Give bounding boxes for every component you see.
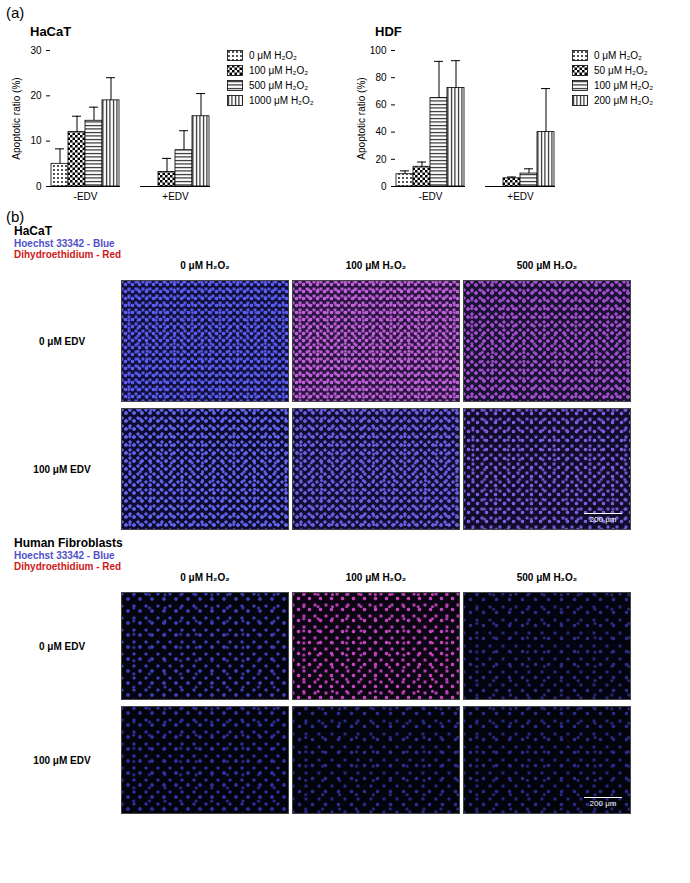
- html-text:0 μM H₂O₂: 0 μM H₂O₂: [180, 572, 230, 583]
- html-text:1000 μM H₂O₂: 1000 μM H₂O₂: [249, 95, 314, 106]
- html-text:100 μM H₂O₂: 100 μM H₂O₂: [249, 65, 309, 76]
- html-text:HDF: HDF: [375, 24, 402, 39]
- svg-text:20: 20: [375, 154, 387, 165]
- html-text:HaCaT: HaCaT: [30, 24, 72, 39]
- html-text:Human Fibroblasts: Human Fibroblasts: [14, 536, 123, 550]
- html-text:500 μM H₂O₂: 500 μM H₂O₂: [516, 572, 578, 583]
- svg-text:0: 0: [36, 181, 42, 192]
- html-text:100 μM H₂O₂: 100 μM H₂O₂: [345, 572, 407, 583]
- html-text:Dihydroethidium - Red: Dihydroethidium - Red: [14, 249, 122, 260]
- svg-text:100: 100: [370, 45, 387, 56]
- svg-text:+EDV: +EDV: [162, 191, 189, 202]
- html-text:100 μM H₂O₂: 100 μM H₂O₂: [594, 80, 654, 91]
- html-text:Hoechst 33342 - Blue: Hoechst 33342 - Blue: [14, 550, 115, 561]
- html-text:200 μm: 200 μm: [589, 799, 617, 808]
- svg-text:0: 0: [381, 181, 387, 192]
- html-text:100 μM H₂O₂: 100 μM H₂O₂: [345, 260, 407, 271]
- html-text:200 μM H₂O₂: 200 μM H₂O₂: [594, 95, 654, 106]
- svg-text:-EDV: -EDV: [419, 191, 443, 202]
- svg-text:10: 10: [30, 135, 42, 146]
- svg-text:Apoptotic ratio (%): Apoptotic ratio (%): [11, 77, 22, 159]
- html-text:0 μM EDV: 0 μM EDV: [38, 640, 86, 652]
- html-text:Dihydroethidium - Red: Dihydroethidium - Red: [14, 561, 122, 572]
- html-text:0 μM H₂O₂: 0 μM H₂O₂: [594, 50, 642, 61]
- html-text:100 μM EDV: 100 μM EDV: [33, 754, 91, 766]
- html-text:50 μM H₂O₂: 50 μM H₂O₂: [594, 65, 648, 76]
- html-text:HaCaT: HaCaT: [14, 224, 52, 238]
- html-text:500 μM H₂O₂: 500 μM H₂O₂: [516, 260, 578, 271]
- svg-text:30: 30: [30, 45, 42, 56]
- html-text:(a): (a): [6, 4, 25, 21]
- html-text:500 μM H₂O₂: 500 μM H₂O₂: [249, 80, 309, 91]
- svg-text:60: 60: [375, 99, 387, 110]
- svg-text:-EDV: -EDV: [74, 191, 98, 202]
- html-text:0 μM EDV: 0 μM EDV: [38, 335, 86, 347]
- svg-text:40: 40: [375, 126, 387, 137]
- html-text:0 μM H₂O₂: 0 μM H₂O₂: [249, 50, 297, 61]
- svg-text:80: 80: [375, 72, 387, 83]
- html-text:Hoechst 33342 - Blue: Hoechst 33342 - Blue: [14, 238, 115, 249]
- html-text:200 μm: 200 μm: [589, 515, 617, 524]
- html-text:(b): (b): [6, 208, 25, 225]
- html-text:0 μM H₂O₂: 0 μM H₂O₂: [180, 260, 230, 271]
- html-text:100 μM EDV: 100 μM EDV: [33, 463, 91, 475]
- svg-text:+EDV: +EDV: [507, 191, 534, 202]
- svg-text:20: 20: [30, 90, 42, 101]
- svg-text:Apoptotic ratio (%): Apoptotic ratio (%): [356, 77, 367, 159]
